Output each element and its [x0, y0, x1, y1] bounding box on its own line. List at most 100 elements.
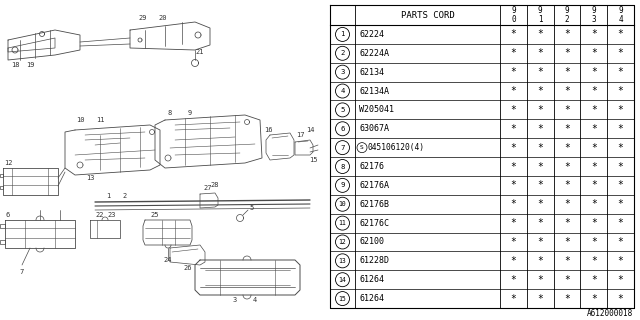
Circle shape	[335, 178, 349, 192]
Circle shape	[335, 197, 349, 211]
Text: 63067A: 63067A	[359, 124, 389, 133]
Text: *: *	[537, 48, 543, 58]
Text: 3: 3	[340, 69, 345, 75]
Text: 61264: 61264	[359, 294, 384, 303]
Text: 8: 8	[168, 110, 172, 116]
Text: *: *	[591, 105, 596, 115]
Circle shape	[335, 46, 349, 60]
Text: *: *	[537, 105, 543, 115]
Circle shape	[335, 65, 349, 79]
Text: 2: 2	[123, 193, 127, 199]
Text: 12: 12	[4, 160, 12, 166]
Text: *: *	[564, 275, 570, 285]
Text: *: *	[618, 67, 623, 77]
Text: 6: 6	[6, 212, 10, 218]
Circle shape	[335, 235, 349, 249]
Text: 62176B: 62176B	[359, 200, 389, 209]
Text: 17: 17	[296, 132, 304, 138]
Text: *: *	[511, 180, 516, 190]
Text: *: *	[591, 124, 596, 134]
Text: *: *	[591, 237, 596, 247]
Text: *: *	[591, 67, 596, 77]
Text: 8: 8	[340, 164, 345, 170]
Text: *: *	[618, 86, 623, 96]
Text: 5: 5	[340, 107, 345, 113]
Text: *: *	[511, 105, 516, 115]
Text: 13: 13	[339, 258, 346, 264]
Text: 62100: 62100	[359, 237, 384, 246]
Text: 9
3: 9 3	[591, 6, 596, 24]
Text: *: *	[511, 48, 516, 58]
Text: 62176: 62176	[359, 162, 384, 171]
Text: *: *	[511, 29, 516, 39]
Text: 23: 23	[108, 212, 116, 218]
Text: 62176C: 62176C	[359, 219, 389, 228]
Text: *: *	[618, 293, 623, 304]
Circle shape	[335, 103, 349, 117]
Text: 20: 20	[159, 15, 167, 21]
Text: *: *	[591, 143, 596, 153]
Text: *: *	[618, 275, 623, 285]
Text: 4: 4	[253, 297, 257, 303]
Text: *: *	[618, 124, 623, 134]
Text: 9: 9	[188, 110, 192, 116]
Text: 62224: 62224	[359, 30, 384, 39]
Text: 62224A: 62224A	[359, 49, 389, 58]
Text: *: *	[511, 86, 516, 96]
Text: *: *	[564, 218, 570, 228]
Text: *: *	[564, 199, 570, 209]
Text: 27: 27	[204, 185, 212, 191]
Circle shape	[335, 216, 349, 230]
Text: *: *	[511, 67, 516, 77]
Circle shape	[335, 273, 349, 287]
Text: 61264: 61264	[359, 275, 384, 284]
Text: 9
1: 9 1	[538, 6, 543, 24]
Text: *: *	[537, 162, 543, 172]
Text: *: *	[537, 293, 543, 304]
Text: *: *	[564, 67, 570, 77]
Text: *: *	[537, 275, 543, 285]
Text: 16: 16	[264, 127, 272, 133]
Text: 24: 24	[164, 257, 172, 263]
Text: *: *	[591, 275, 596, 285]
Text: 1: 1	[340, 31, 345, 37]
Text: *: *	[564, 293, 570, 304]
Text: S: S	[360, 145, 364, 150]
Text: 21: 21	[196, 49, 204, 55]
Text: *: *	[511, 293, 516, 304]
Text: *: *	[537, 67, 543, 77]
Text: *: *	[618, 199, 623, 209]
Circle shape	[335, 159, 349, 173]
Circle shape	[335, 84, 349, 98]
Text: *: *	[618, 48, 623, 58]
Text: 12: 12	[339, 239, 346, 245]
Text: 15: 15	[339, 296, 346, 301]
Text: 9
4: 9 4	[618, 6, 623, 24]
Text: *: *	[537, 143, 543, 153]
Text: 3: 3	[233, 297, 237, 303]
Circle shape	[335, 140, 349, 155]
Circle shape	[335, 122, 349, 136]
Text: 9
2: 9 2	[564, 6, 570, 24]
Text: *: *	[564, 29, 570, 39]
Text: 19: 19	[26, 62, 35, 68]
Text: 6: 6	[340, 126, 345, 132]
Text: *: *	[618, 105, 623, 115]
Text: *: *	[537, 218, 543, 228]
Text: 61228D: 61228D	[359, 256, 389, 265]
Text: 9: 9	[340, 182, 345, 188]
Text: W205041: W205041	[359, 105, 394, 115]
Text: *: *	[618, 180, 623, 190]
Text: 7: 7	[20, 269, 24, 275]
Text: *: *	[537, 256, 543, 266]
Text: *: *	[564, 162, 570, 172]
Text: 26: 26	[184, 265, 192, 271]
Text: *: *	[618, 29, 623, 39]
Text: *: *	[511, 237, 516, 247]
Text: *: *	[537, 180, 543, 190]
Text: *: *	[591, 256, 596, 266]
Text: 14: 14	[339, 277, 346, 283]
Text: *: *	[511, 218, 516, 228]
Text: 7: 7	[340, 145, 345, 151]
Text: *: *	[564, 180, 570, 190]
